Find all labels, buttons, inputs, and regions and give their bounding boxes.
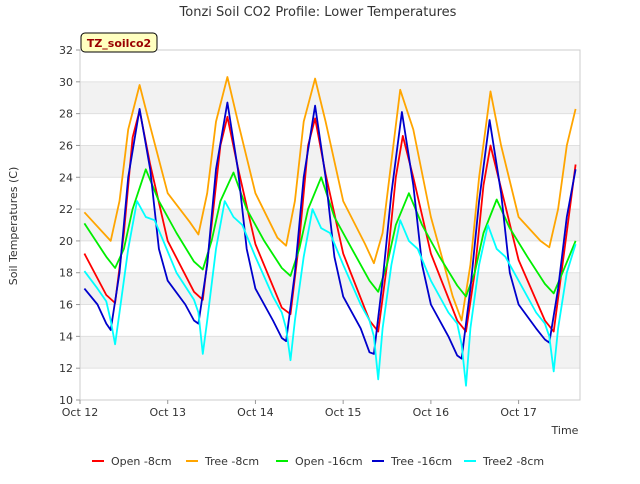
legend: Open -8cm Tree -8cm Open -16cm Tree -16cm Tr… (92, 455, 544, 468)
series-line-tree-16cm (83, 101, 577, 360)
legend-label: Open -8cm (111, 455, 172, 468)
grid-band (80, 81, 580, 114)
y-axis: 10 12 14 16 18 20 22 24 26 28 30 32 (59, 44, 80, 407)
legend-item-tree-8cm: Tree -8cm (186, 455, 259, 468)
series-line-tree2-8cm (83, 200, 577, 387)
y-tick-label: 26 (59, 139, 73, 152)
series-line-tree-8cm (83, 76, 577, 322)
y-axis-label: Soil Temperatures (C) (7, 167, 20, 286)
x-tick-label: Oct 17 (500, 406, 537, 419)
series-tree-16cm (83, 101, 577, 360)
legend-item-tree-16cm: Tree -16cm (372, 455, 452, 468)
x-axis-label: Time (551, 424, 579, 437)
y-tick-label: 22 (59, 203, 73, 216)
legend-item-open-16cm: Open -16cm (276, 455, 363, 468)
x-tick-label: Oct 15 (325, 406, 362, 419)
y-tick-label: 32 (59, 44, 73, 57)
x-axis: Oct 12 Oct 13 Oct 14 Oct 15 Oct 16 Oct 17 (62, 400, 537, 419)
y-tick-label: 16 (59, 299, 73, 312)
grid-band (80, 272, 580, 305)
y-tick-label: 14 (59, 330, 73, 343)
legend-item-tree2-8cm: Tree2 -8cm (464, 455, 544, 468)
x-tick-label: Oct 12 (62, 406, 99, 419)
site-label-text: TZ_soilco2 (87, 37, 151, 50)
grid-band (80, 336, 580, 369)
legend-label: Tree -8cm (204, 455, 259, 468)
series-tree2-8cm (83, 200, 577, 387)
site-label-background (80, 32, 158, 53)
legend-label: Tree -16cm (390, 455, 452, 468)
y-tick-label: 28 (59, 108, 73, 121)
series-tree-8cm (83, 76, 577, 322)
y-tick-label: 20 (59, 235, 73, 248)
y-tick-label: 30 (59, 76, 73, 89)
legend-label: Open -16cm (295, 455, 363, 468)
x-tick-label: Oct 16 (413, 406, 450, 419)
chart-title: Tonzi Soil CO2 Profile: Lower Temperatur… (179, 5, 457, 20)
y-tick-label: 10 (59, 394, 73, 407)
legend-item-open-8cm: Open -8cm (92, 455, 172, 468)
legend-label: Tree2 -8cm (482, 455, 544, 468)
plot-frame (79, 49, 581, 401)
x-tick-label: Oct 13 (149, 406, 186, 419)
site-label-box: TZ_soilco2 (80, 32, 158, 53)
y-tick-label: 12 (59, 362, 73, 375)
x-tick-label: Oct 14 (237, 406, 274, 419)
y-tick-label: 18 (59, 267, 73, 280)
y-tick-label: 24 (59, 171, 73, 184)
series-lines (83, 76, 577, 387)
